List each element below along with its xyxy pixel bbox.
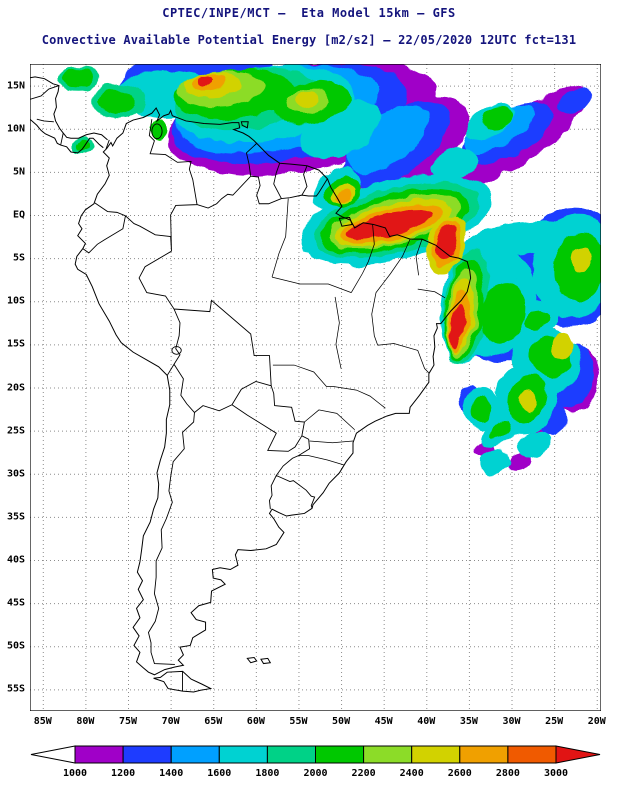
lon-tick-label: 85W <box>33 716 52 727</box>
colorbar-value-label: 3000 <box>543 768 569 779</box>
lon-tick-label: 25W <box>545 716 564 727</box>
map-linework <box>30 77 471 692</box>
cape-cell <box>479 449 510 474</box>
cape-cell <box>489 420 512 440</box>
lon-tick-label: 60W <box>246 716 265 727</box>
lat-tick-label: 35S <box>6 511 25 523</box>
colorbar-below-arrow <box>30 745 76 764</box>
lat-tick-label: 25S <box>6 425 25 437</box>
lat-tick-label: 30S <box>6 468 25 480</box>
colorbar-value-label: 1400 <box>159 768 184 779</box>
cape-cell <box>432 148 480 178</box>
lat-tick-label: 50S <box>6 640 25 652</box>
lon-tick-label: 55W <box>289 716 308 727</box>
lake-maracaibo <box>152 124 162 139</box>
lat-tick-label: 15N <box>6 80 25 92</box>
cape-cell <box>506 452 530 471</box>
colorbar-value-label: 2800 <box>495 768 520 779</box>
cape-cell <box>483 106 514 129</box>
lat-tick-label: 5N <box>12 166 25 178</box>
lon-tick-label: 20W <box>587 716 606 727</box>
cape-cell <box>435 222 458 260</box>
lat-tick-label: 15S <box>6 338 25 350</box>
cape-cell <box>519 389 538 414</box>
colorbar-segment <box>507 745 557 764</box>
colorbar-above-arrow <box>555 745 601 764</box>
cape-cell <box>98 89 136 115</box>
chart-title-variable: Convective Available Potential Energy [m… <box>41 33 577 47</box>
cape-cell <box>557 89 594 113</box>
cape-cell <box>347 105 429 173</box>
cape-cell <box>525 311 549 330</box>
lon-tick-label: 45W <box>374 716 393 727</box>
colorbar-value-label: 2400 <box>399 768 424 779</box>
cape-cell <box>62 69 94 87</box>
lat-tick-label: 40S <box>6 554 25 566</box>
cape-cell <box>470 397 492 423</box>
colorbar-value-label: 1200 <box>111 768 136 779</box>
lon-tick-label: 65W <box>204 716 223 727</box>
lon-tick-label: 35W <box>459 716 478 727</box>
lat-tick-label: 55S <box>6 683 25 695</box>
colorbar: 1000 1200 1400 1600 1800 2000 2200 2400 2600 2800… <box>30 745 601 790</box>
colorbar-segment <box>218 745 268 764</box>
colorbar-segment <box>459 745 509 764</box>
state-borders <box>272 199 445 466</box>
lon-tick-label: 40W <box>417 716 436 727</box>
cape-shading-clip <box>56 64 601 474</box>
colorbar-segment <box>411 745 461 764</box>
colorbar-scale <box>30 745 601 764</box>
cape-cell <box>518 431 551 458</box>
cape-cell <box>551 332 574 360</box>
lon-tick-label: 30W <box>502 716 521 727</box>
cape-cell <box>571 246 591 273</box>
colorbar-segment <box>363 745 413 764</box>
lon-tick-label: 50W <box>332 716 351 727</box>
colorbar-segment <box>315 745 365 764</box>
cape-cell <box>480 283 526 345</box>
colorbar-value-label: 2000 <box>303 768 328 779</box>
colorbar-value-label: 1000 <box>62 768 88 779</box>
colorbar-value-label: 2200 <box>351 768 376 779</box>
colorbar-value-label: 1600 <box>207 768 232 779</box>
lon-tick-label: 80W <box>76 716 95 727</box>
lat-tick-label: 45S <box>6 597 25 609</box>
colorbar-segment <box>74 745 124 764</box>
colorbar-value-label: 2600 <box>447 768 472 779</box>
coastline-islands <box>154 122 353 692</box>
colorbar-segment <box>266 745 316 764</box>
colorbar-segment <box>122 745 172 764</box>
lat-tick-label: 5S <box>12 252 25 264</box>
cape-shading-field <box>56 64 601 474</box>
cape-cell <box>76 140 91 152</box>
country-borders <box>30 86 327 692</box>
geography-layer <box>30 64 601 711</box>
map-plot-area: 15N 10N 5N EQ 5S 10S 15S 20S 25S 30S 35S 40S 45S 50S 5… <box>7 64 606 727</box>
coastline-south-america <box>75 108 470 675</box>
lat-tick-label: EQ <box>12 209 25 221</box>
cape-cell <box>197 76 215 86</box>
cape-cell <box>293 91 321 108</box>
cape-cell <box>345 209 432 240</box>
lat-tick-label: 20S <box>6 382 25 393</box>
lon-tick-label: 75W <box>118 716 138 727</box>
colorbar-segment <box>170 745 220 764</box>
lat-tick-label: 10S <box>6 295 25 307</box>
lat-tick-label: 10N <box>6 123 25 135</box>
cape-cell <box>449 304 465 350</box>
coastline-central-america <box>30 77 108 153</box>
cape-cell <box>337 190 352 202</box>
lon-tick-label: 70W <box>161 716 180 727</box>
cape-cell <box>149 119 167 140</box>
chart-title-model: CPTEC/INPE/MCT — Eta Model 15km — GFS <box>162 6 456 20</box>
colorbar-value-label: 1800 <box>255 768 280 779</box>
